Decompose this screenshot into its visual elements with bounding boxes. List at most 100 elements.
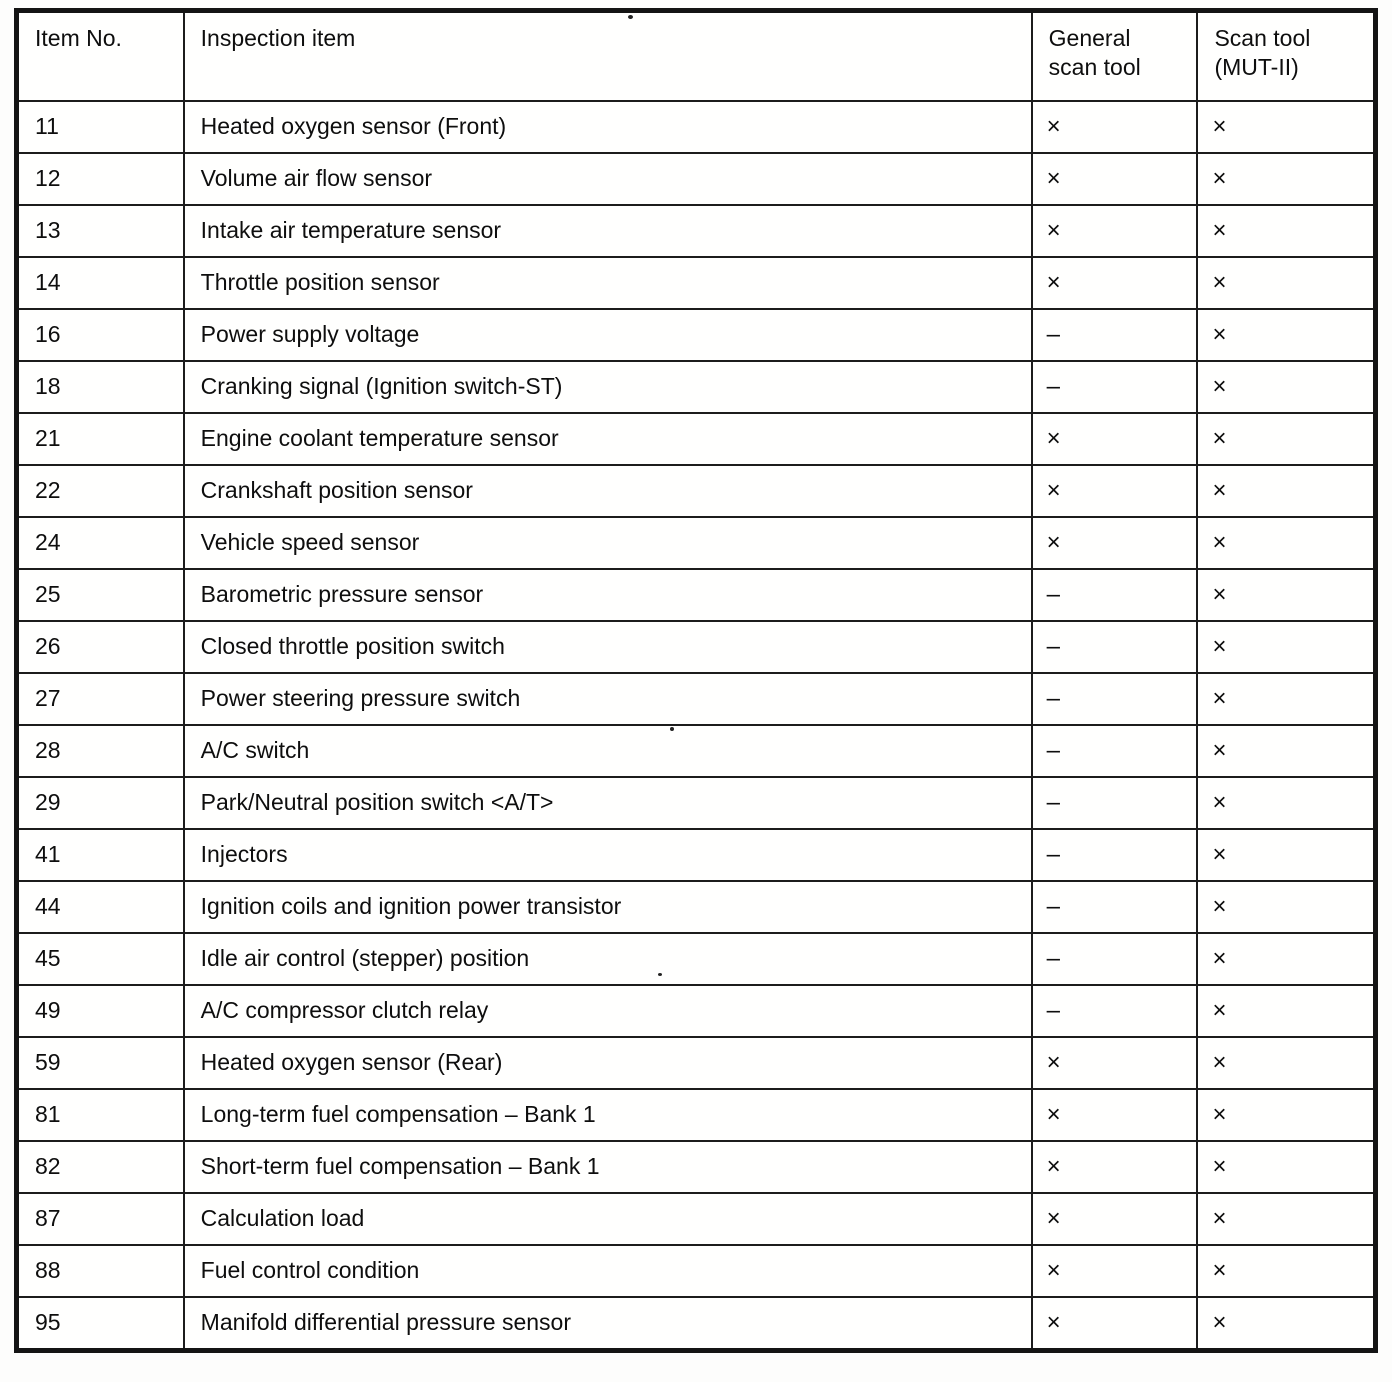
inspection-item-cell: Heated oxygen sensor (Rear) xyxy=(182,1036,1033,1090)
inspection-item-cell: Vehicle speed sensor xyxy=(182,516,1033,570)
item-no-cell: 95 xyxy=(15,1296,185,1352)
inspection-item-cell: Fuel control condition xyxy=(182,1244,1033,1298)
scan-tool-mut-ii-cell: × xyxy=(1196,1192,1377,1246)
inspection-item-cell: Cranking signal (Ignition switch-ST) xyxy=(182,360,1033,414)
general-scan-tool-cell: × xyxy=(1030,1036,1199,1090)
header-inspection-item: Inspection item xyxy=(182,9,1033,102)
table-row: 88 Fuel control condition × × xyxy=(15,1244,1377,1298)
table-row: 25 Barometric pressure sensor – × xyxy=(15,568,1377,622)
table-row: 12 Volume air flow sensor × × xyxy=(15,152,1377,206)
scan-tool-mut-ii-cell: × xyxy=(1196,724,1377,778)
general-scan-tool-cell: × xyxy=(1030,412,1199,466)
scan-tool-mut-ii-cell: × xyxy=(1196,412,1377,466)
scan-tool-mut-ii-cell: × xyxy=(1196,1244,1377,1298)
item-no-cell: 14 xyxy=(15,256,185,310)
inspection-item-cell: Volume air flow sensor xyxy=(182,152,1033,206)
item-no-cell: 21 xyxy=(15,412,185,466)
scan-tool-mut-ii-cell: × xyxy=(1196,776,1377,830)
general-scan-tool-cell: – xyxy=(1030,620,1199,674)
item-no-cell: 27 xyxy=(15,672,185,726)
scan-tool-mut-ii-cell: × xyxy=(1196,152,1377,206)
inspection-item-cell: Intake air temperature sensor xyxy=(182,204,1033,258)
general-scan-tool-cell: × xyxy=(1030,1088,1199,1142)
inspection-item-cell: Calculation load xyxy=(182,1192,1033,1246)
item-no-cell: 44 xyxy=(15,880,185,934)
item-no-cell: 22 xyxy=(15,464,185,518)
table-row: 29 Park/Neutral position switch <A/T> – × xyxy=(15,776,1377,830)
inspection-item-cell: Manifold differential pressure sensor xyxy=(182,1296,1033,1352)
item-no-cell: 41 xyxy=(15,828,185,882)
general-scan-tool-cell: – xyxy=(1030,932,1199,986)
general-scan-tool-cell: × xyxy=(1030,1192,1199,1246)
table-body: 11 Heated oxygen sensor (Front) × × 12 Volume… xyxy=(15,100,1377,1352)
general-scan-tool-cell: × xyxy=(1030,204,1199,258)
scan-tool-mut-ii-cell: × xyxy=(1196,308,1377,362)
item-no-cell: 59 xyxy=(15,1036,185,1090)
scan-tool-mut-ii-cell: × xyxy=(1196,828,1377,882)
general-scan-tool-cell: – xyxy=(1030,360,1199,414)
item-no-cell: 16 xyxy=(15,308,185,362)
inspection-item-cell: A/C switch xyxy=(182,724,1033,778)
scan-tool-mut-ii-cell: × xyxy=(1196,464,1377,518)
inspection-item-cell: Injectors xyxy=(182,828,1033,882)
table-row: 11 Heated oxygen sensor (Front) × × xyxy=(15,100,1377,154)
table-row: 16 Power supply voltage – × xyxy=(15,308,1377,362)
inspection-item-cell: Short-term fuel compensation – Bank 1 xyxy=(182,1140,1033,1194)
general-scan-tool-cell: – xyxy=(1030,880,1199,934)
table-row: 24 Vehicle speed sensor × × xyxy=(15,516,1377,570)
general-scan-tool-cell: – xyxy=(1030,308,1199,362)
item-no-cell: 18 xyxy=(15,360,185,414)
item-no-cell: 87 xyxy=(15,1192,185,1246)
general-scan-tool-cell: × xyxy=(1030,256,1199,310)
table-row: 27 Power steering pressure switch – × xyxy=(15,672,1377,726)
general-scan-tool-cell: × xyxy=(1030,1140,1199,1194)
header-general-scan-tool: General scan tool xyxy=(1030,9,1199,102)
general-scan-tool-cell: × xyxy=(1030,464,1199,518)
general-scan-tool-cell: × xyxy=(1030,100,1199,154)
scan-tool-mut-ii-cell: × xyxy=(1196,1296,1377,1352)
scan-tool-mut-ii-cell: × xyxy=(1196,620,1377,674)
scan-tool-mut-ii-cell: × xyxy=(1196,1140,1377,1194)
item-no-cell: 82 xyxy=(15,1140,185,1194)
scan-tool-mut-ii-cell: × xyxy=(1196,360,1377,414)
inspection-item-cell: Idle air control (stepper) position xyxy=(182,932,1033,986)
inspection-items-table: Item No. Inspection item General scan to… xyxy=(14,8,1378,1353)
inspection-item-cell: Park/Neutral position switch <A/T> xyxy=(182,776,1033,830)
scan-tool-mut-ii-cell: × xyxy=(1196,516,1377,570)
scan-speck xyxy=(658,973,662,976)
inspection-item-cell: Power steering pressure switch xyxy=(182,672,1033,726)
table-row: 14 Throttle position sensor × × xyxy=(15,256,1377,310)
item-no-cell: 24 xyxy=(15,516,185,570)
inspection-item-cell: Heated oxygen sensor (Front) xyxy=(182,100,1033,154)
table-row: 59 Heated oxygen sensor (Rear) × × xyxy=(15,1036,1377,1090)
scan-tool-mut-ii-cell: × xyxy=(1196,880,1377,934)
scan-tool-mut-ii-cell: × xyxy=(1196,204,1377,258)
general-scan-tool-cell: × xyxy=(1030,1244,1199,1298)
table-row: 49 A/C compressor clutch relay – × xyxy=(15,984,1377,1038)
scan-tool-mut-ii-cell: × xyxy=(1196,568,1377,622)
scan-speck xyxy=(670,727,674,731)
item-no-cell: 11 xyxy=(15,100,185,154)
table-row: 44 Ignition coils and ignition power tran… xyxy=(15,880,1377,934)
table-row: 28 A/C switch – × xyxy=(15,724,1377,778)
item-no-cell: 45 xyxy=(15,932,185,986)
inspection-item-cell: Throttle position sensor xyxy=(182,256,1033,310)
table-row: 21 Engine coolant temperature sensor × × xyxy=(15,412,1377,466)
item-no-cell: 28 xyxy=(15,724,185,778)
table-row: 95 Manifold differential pressure sensor ×… xyxy=(15,1296,1377,1352)
table-header-row: Item No. Inspection item General scan to… xyxy=(15,9,1377,102)
inspection-item-cell: Long-term fuel compensation – Bank 1 xyxy=(182,1088,1033,1142)
table-row: 81 Long-term fuel compensation – Bank 1 × × xyxy=(15,1088,1377,1142)
header-item-no: Item No. xyxy=(15,9,185,102)
general-scan-tool-cell: × xyxy=(1030,1296,1199,1352)
scan-speck xyxy=(628,15,633,19)
general-scan-tool-cell: – xyxy=(1030,568,1199,622)
table-row: 22 Crankshaft position sensor × × xyxy=(15,464,1377,518)
table-row: 18 Cranking signal (Ignition switch-ST) – × xyxy=(15,360,1377,414)
inspection-item-cell: Crankshaft position sensor xyxy=(182,464,1033,518)
table-row: 45 Idle air control (stepper) position – × xyxy=(15,932,1377,986)
scan-tool-mut-ii-cell: × xyxy=(1196,1036,1377,1090)
inspection-item-cell: Power supply voltage xyxy=(182,308,1033,362)
inspection-item-cell: Closed throttle position switch xyxy=(182,620,1033,674)
